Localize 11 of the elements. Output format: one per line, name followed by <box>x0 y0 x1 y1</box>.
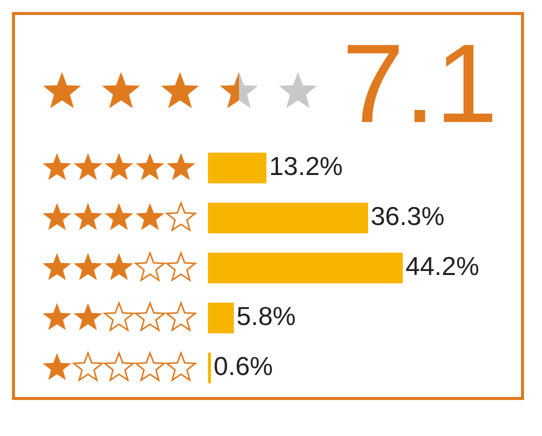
data-label: 5.8% <box>236 301 296 332</box>
annotation: 7.1 <box>342 21 498 146</box>
bar <box>208 352 211 384</box>
data-label: 0.6% <box>214 351 273 382</box>
bar <box>208 202 368 234</box>
data-label: 13.2% <box>269 151 343 182</box>
bar <box>208 302 234 334</box>
bar <box>208 252 403 284</box>
data-label: 36.3% <box>370 201 444 232</box>
bar <box>208 152 266 184</box>
data-label: 44.2% <box>405 251 480 282</box>
